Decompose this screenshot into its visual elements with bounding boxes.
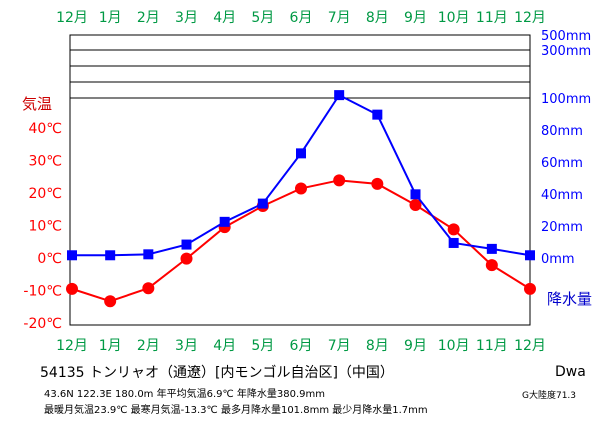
temp-tick-label: -20℃ (23, 316, 62, 332)
station-stats-line1: 43.6N 122.3E 180.0m 年平均気温6.9℃ 年降水量380.9m… (44, 389, 326, 400)
month-label-bottom: 3月 (175, 338, 198, 354)
plot-frame (69, 34, 531, 326)
precip-axis-title: 降水量 (547, 290, 593, 308)
temp-tick-label: 10℃ (28, 219, 62, 235)
month-label-top: 5月 (251, 10, 274, 26)
continentality-index: G大陸度71.3 (522, 391, 577, 401)
month-label-bottom: 5月 (251, 338, 274, 354)
month-label-bottom: 2月 (137, 338, 160, 354)
temp-axis-title: 気温 (22, 95, 53, 113)
precip-tick-label: 0mm (541, 252, 575, 267)
precipitation-point (296, 148, 306, 159)
month-label-top: 1月 (99, 10, 122, 26)
climate-class: Dwa (555, 364, 586, 380)
month-label-bottom: 8月 (366, 338, 389, 354)
precipitation-point (448, 237, 459, 248)
precip-tick-label: 40mm (541, 188, 583, 203)
month-label-top: 3月 (175, 10, 198, 26)
precip-tick-label: 500mm (541, 29, 591, 44)
temperature-point (180, 252, 193, 265)
month-label-top: 12月 (56, 10, 88, 26)
month-label-bottom: 12月 (514, 338, 546, 354)
precip-tick-label: 80mm (541, 124, 583, 139)
month-label-bottom: 12月 (56, 338, 88, 354)
month-label-top: 9月 (404, 10, 427, 26)
temperature-point (371, 177, 384, 190)
precip-tick-label: 60mm (541, 156, 583, 171)
temperature-point (104, 295, 117, 308)
temp-tick-label: 20℃ (28, 186, 62, 202)
precipitation-point (219, 216, 230, 227)
month-label-bottom: 7月 (328, 338, 351, 354)
temperature-point (142, 282, 155, 295)
temperature-point (295, 182, 307, 195)
precipitation-point (257, 198, 268, 209)
month-label-top: 4月 (213, 10, 236, 26)
month-label-bottom: 6月 (290, 338, 313, 354)
temp-tick-label: -10℃ (23, 284, 62, 300)
month-label-top: 11月 (476, 10, 508, 26)
temperature-point (485, 259, 498, 272)
temperature-point (524, 282, 536, 295)
month-label-bottom: 9月 (404, 338, 427, 354)
precipitation-point (486, 243, 497, 254)
precipitation-point (181, 239, 192, 250)
temp-tick-label: 30℃ (28, 154, 62, 170)
month-label-bottom: 4月 (213, 338, 236, 354)
station-stats-line2: 最暖月気温23.9℃ 最寒月気温-13.3℃ 最多月降水量101.8mm 最少月… (44, 405, 428, 416)
month-label-top: 12月 (514, 10, 546, 26)
month-label-top: 8月 (366, 10, 389, 26)
temperature-line (71, 179, 531, 303)
precipitation-point (372, 109, 383, 120)
precipitation-point (143, 249, 154, 260)
station-title: 54135 トンリャオ（通遼）[内モンゴル自治区]（中国） (40, 365, 394, 381)
precip-tick-label: 300mm (541, 44, 591, 59)
precip-tick-label: 100mm (541, 92, 591, 107)
month-label-top: 6月 (290, 10, 313, 26)
precipitation-point (334, 90, 345, 101)
precipitation-point (67, 250, 77, 261)
month-label-top: 7月 (328, 10, 351, 26)
month-label-top: 2月 (137, 10, 160, 26)
temperature-point (409, 199, 422, 212)
precipitation-point (410, 189, 421, 200)
precipitation-line (72, 93, 531, 257)
month-label-bottom: 10月 (438, 338, 470, 354)
temp-tick-label: 0℃ (37, 251, 62, 267)
precipitation-point (525, 250, 535, 261)
temperature-point (333, 174, 346, 187)
temp-tick-label: 40℃ (28, 121, 62, 137)
temperature-point (66, 282, 78, 295)
precip-tick-label: 20mm (541, 220, 583, 235)
month-label-bottom: 1月 (99, 338, 122, 354)
temperature-point (447, 223, 460, 236)
month-label-bottom: 11月 (476, 338, 508, 354)
month-label-top: 10月 (438, 10, 470, 26)
precipitation-point (105, 250, 116, 261)
